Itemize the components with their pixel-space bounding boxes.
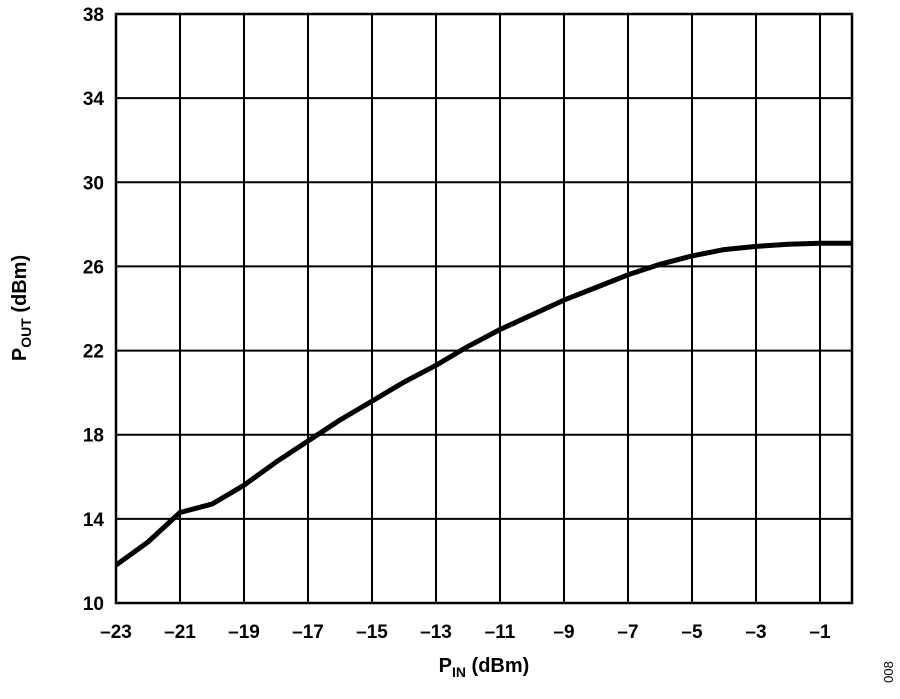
y-tick-label: 18	[83, 426, 104, 447]
x-tick-label: –3	[745, 622, 766, 643]
y-tick-label: 22	[83, 342, 104, 363]
y-axis-title: POUT (dBm)	[9, 255, 34, 361]
x-tick-label: –15	[356, 622, 388, 643]
tick-labels: –23 –21 –19 –17 –15 –13 –11 –9 –7 –5 –3 –1 10 14 18 22 2…	[83, 5, 831, 643]
pout-vs-pin-line	[114, 240, 852, 568]
x-tick-label: –9	[553, 622, 574, 643]
x-tick-label: –7	[617, 622, 638, 643]
series	[114, 240, 852, 568]
y-tick-label: 14	[83, 510, 105, 531]
y-tick-label: 26	[83, 257, 104, 278]
x-tick-label: –23	[100, 622, 132, 643]
grid	[115, 13, 852, 604]
x-tick-label: –13	[420, 622, 452, 643]
x-axis-title: PIN (dBm)	[439, 655, 530, 680]
x-tick-label: –21	[164, 622, 196, 643]
y-tick-label: 34	[83, 89, 105, 110]
plot-frame	[114, 12, 854, 605]
x-tick-label: –5	[681, 622, 703, 643]
y-tick-label: 30	[83, 173, 104, 194]
x-tick-label: –1	[809, 622, 831, 643]
x-tick-label: –19	[228, 622, 260, 643]
y-tick-label: 10	[83, 594, 104, 615]
x-tick-label: –17	[292, 622, 324, 643]
figure-id: 008	[881, 661, 896, 683]
y-tick-label: 38	[83, 5, 104, 26]
x-tick-label: –11	[485, 622, 516, 643]
